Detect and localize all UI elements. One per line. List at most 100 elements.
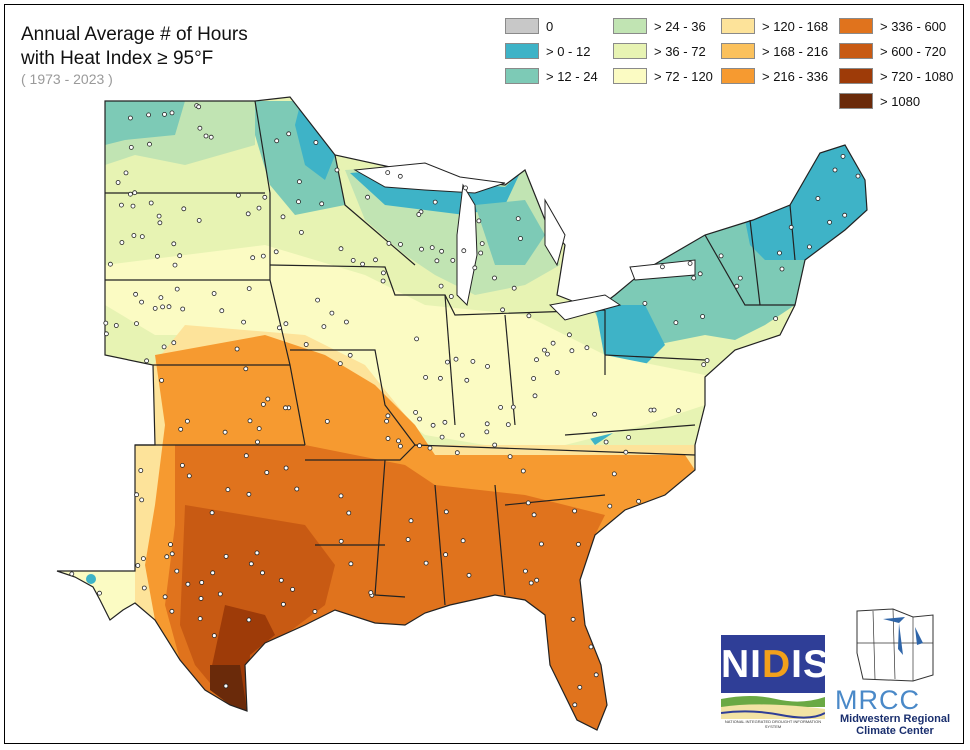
station-dot [380,270,386,276]
station-dot [777,250,782,256]
station-dot [737,275,743,281]
station-dot [246,491,252,497]
nidis-tagline: NATIONAL INTEGRATED DROUGHT INFORMATION … [724,719,822,729]
station-dot [264,470,270,475]
northeast-contour [565,145,867,345]
nidis-wordmark: NIDIS [721,643,825,686]
station-dot [256,426,262,432]
station-dot [128,191,133,197]
nidis-logo: NIDIS NATIONAL INTEGRATED DROUGHT INFORM… [721,635,825,731]
station-dot [196,104,202,110]
station-dot [385,413,391,419]
legend-label: > 216 - 336 [762,68,829,84]
station-dot [248,561,254,567]
minnesota-contour [255,101,345,215]
station-dot [139,299,145,305]
legend-item: > 12 - 24 [505,67,598,85]
station-dot [250,255,256,261]
station-dot [454,450,460,456]
station-dot [144,358,150,364]
michigan-contour [475,200,545,265]
station-dot [673,320,679,326]
north-dakota-contour [105,101,185,145]
station-dot [128,115,133,121]
legend-item: > 720 - 1080 [839,67,953,85]
station-dot [397,173,403,179]
station-dot [219,308,225,314]
station-dot [217,591,223,597]
station-dot [365,194,371,200]
legend-swatch-6 [721,18,755,34]
station-dot [476,218,482,224]
station-dot [348,561,354,567]
station-dot [321,324,327,330]
lake-ontario [629,259,696,281]
station-dot [687,260,693,266]
station-dot [534,357,539,363]
legend-label: > 72 - 120 [654,68,713,84]
station-dot [197,616,203,621]
station-dot [241,319,247,325]
station-dot [209,510,215,516]
station-dot [196,217,202,223]
station-dot [438,283,444,289]
mrcc-logo: MRCC Midwestern Regional Climate Center [831,603,961,737]
station-dot [532,393,538,399]
station-dot [539,541,544,547]
station-dot [443,552,449,557]
station-dot [179,462,185,468]
station-dot [478,250,484,256]
station-dot [139,234,145,240]
station-dot [697,271,703,277]
station-dot [186,473,192,479]
station-dot [453,356,459,362]
legend-item: > 72 - 120 [613,67,713,85]
legend-swatch-8 [721,68,755,84]
station-dot [592,411,597,417]
station-dot [245,211,251,217]
station-dot [603,439,609,445]
legend-item: 0 [505,17,553,35]
station-dot [283,321,289,327]
station-dot [223,683,229,689]
station-dot [507,454,513,460]
station-dot [199,580,205,585]
station-dot [572,702,578,708]
legend-swatch-3 [613,18,647,34]
station-dot [329,310,335,316]
el-paso-contour [86,574,96,584]
station-dot [243,366,249,372]
legend-label: > 600 - 720 [880,43,947,59]
heat-index-map [56,96,868,731]
legend-item: > 216 - 336 [721,67,828,85]
station-dot [554,370,560,375]
station-dot [246,286,252,292]
station-dot [171,340,177,346]
station-dot [700,314,705,319]
station-dot [104,331,109,337]
station-dot [276,325,282,331]
legend-swatch-5 [613,68,647,84]
station-dot [611,471,617,477]
legend-swatch-11 [839,68,873,84]
station-dot [434,258,440,264]
station-dot [815,196,821,201]
station-dot [572,508,577,514]
station-dot [160,304,166,310]
station-dot [350,257,356,263]
station-dot [113,323,119,328]
station-dot [273,249,279,255]
gulf-states-contour [165,445,607,730]
legend-label: > 120 - 168 [762,18,829,34]
station-dot [131,233,137,238]
legend-item: > 24 - 36 [613,17,706,35]
station-dot [542,347,547,353]
station-dot [256,205,262,211]
station-dot [324,418,330,424]
station-dot [184,418,190,424]
legend-item: > 168 - 216 [721,42,828,60]
station-dot [450,257,456,263]
station-dots [69,103,861,708]
station-dot [588,644,594,650]
lake-superior [353,162,506,194]
